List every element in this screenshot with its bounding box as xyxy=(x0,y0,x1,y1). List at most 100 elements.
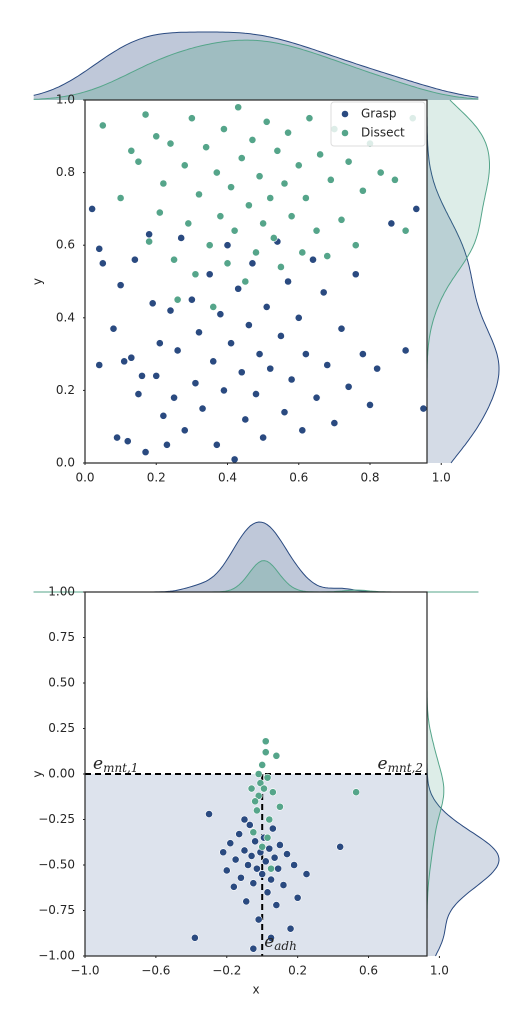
scatter-point xyxy=(249,879,258,888)
scatter-point xyxy=(252,248,260,257)
scatter-point xyxy=(254,915,263,924)
x-tick-label: 1.0 xyxy=(432,471,451,485)
scatter-point xyxy=(301,350,310,358)
scatter-point xyxy=(227,339,235,348)
scatter-point xyxy=(252,806,261,815)
scatter-point xyxy=(130,255,139,264)
scatter-point xyxy=(286,924,295,933)
annotation-base: e xyxy=(378,754,388,774)
scatter-point xyxy=(351,270,360,279)
scatter-point xyxy=(387,219,396,228)
y-axis-label: y xyxy=(31,770,45,777)
annotation-base: e xyxy=(93,754,103,774)
scatter-point xyxy=(187,114,196,123)
legend-marker xyxy=(341,129,349,137)
x-tick-label: −1.0 xyxy=(70,964,99,978)
scatter-point xyxy=(170,255,178,264)
scatter-point xyxy=(209,303,218,311)
scatter-point xyxy=(259,433,268,442)
scatter-point xyxy=(419,404,428,413)
scatter-point xyxy=(260,784,268,793)
scatter-point xyxy=(244,861,252,869)
scatter-point xyxy=(198,404,207,413)
scatter-point xyxy=(166,139,175,148)
scatter-point xyxy=(337,324,346,333)
scatter-point xyxy=(259,219,268,228)
marginal-kde-x-fill xyxy=(33,522,479,592)
scatter-point xyxy=(255,350,264,358)
scatter-point xyxy=(240,815,249,824)
annotation-subscript: mnt,2 xyxy=(388,761,423,775)
scatter-point xyxy=(263,773,272,782)
scatter-point xyxy=(252,390,260,398)
scatter-point xyxy=(293,893,302,902)
y-tick-label: −0.25 xyxy=(38,812,75,826)
scatter-point xyxy=(227,183,235,192)
scatter-point xyxy=(312,226,321,235)
scatter-point xyxy=(229,882,238,891)
scatter-point xyxy=(195,328,203,337)
marginal-kde-x-fill xyxy=(33,560,479,592)
scatter-point xyxy=(287,212,296,221)
scatter-point xyxy=(252,864,261,873)
scatter-point xyxy=(116,281,125,290)
scatter-point xyxy=(159,411,168,420)
scatter-point xyxy=(223,259,232,268)
y-tick-label: 0.2 xyxy=(56,383,75,397)
scatter-point xyxy=(326,175,335,184)
x-tick-label: −0.6 xyxy=(141,964,170,978)
scatter-point xyxy=(267,864,275,873)
scatter-point xyxy=(258,761,267,769)
scatter-point xyxy=(234,284,243,293)
scatter-point xyxy=(249,828,258,837)
y-tick-label: 0.6 xyxy=(56,238,75,252)
scatter-point xyxy=(294,313,303,322)
x-tick-label: 0.4 xyxy=(218,471,237,485)
scatter-point xyxy=(269,234,278,242)
scatter-point xyxy=(265,815,274,824)
scatter-point xyxy=(191,270,200,279)
scatter-point xyxy=(344,157,353,166)
scatter-point xyxy=(145,230,154,239)
scatter-point xyxy=(323,361,332,369)
scatter-point xyxy=(177,234,186,242)
marginal-kde-y-fill xyxy=(427,592,499,956)
scatter-point xyxy=(242,897,251,906)
scatter-point xyxy=(159,179,168,188)
marginal-kde-x-fill xyxy=(33,40,479,100)
x-tick-label: 0.6 xyxy=(289,471,308,485)
scatter-point xyxy=(231,855,240,864)
marginal-kde-y-fill xyxy=(427,100,490,463)
scatter-point xyxy=(358,350,367,358)
marginal-kde-y-fill xyxy=(427,100,499,463)
scatter-point xyxy=(284,128,292,137)
scatter-point xyxy=(230,455,239,464)
scatter-point xyxy=(245,821,254,829)
scatter-point xyxy=(255,172,264,181)
scatter-point xyxy=(184,219,193,228)
annotation: emnt,1 xyxy=(93,754,138,775)
scatter-point xyxy=(267,875,275,884)
scatter-point xyxy=(216,310,225,319)
scatter-point xyxy=(173,295,182,304)
scatter-point xyxy=(290,861,298,869)
scatter-point xyxy=(298,426,307,435)
scatter-point xyxy=(216,212,225,221)
legend-box xyxy=(330,101,426,147)
scatter-point xyxy=(270,853,279,862)
annotation-subscript: adh xyxy=(274,939,297,953)
scatter-point xyxy=(268,824,277,833)
scatter-point xyxy=(280,179,289,188)
scatter-point xyxy=(249,944,258,953)
x-tick-label: 0.8 xyxy=(360,471,379,485)
scatter-point xyxy=(261,857,270,866)
scatter-point xyxy=(279,881,288,889)
scatter-point xyxy=(113,433,121,442)
scatter-point xyxy=(148,299,157,308)
x-tick-label: 0.2 xyxy=(288,964,307,978)
scatter-point xyxy=(180,426,189,435)
scatter-point xyxy=(163,440,171,449)
scatter-point xyxy=(268,788,277,797)
scatter-point xyxy=(220,386,228,395)
marginal-kde-x-fill xyxy=(33,32,479,100)
